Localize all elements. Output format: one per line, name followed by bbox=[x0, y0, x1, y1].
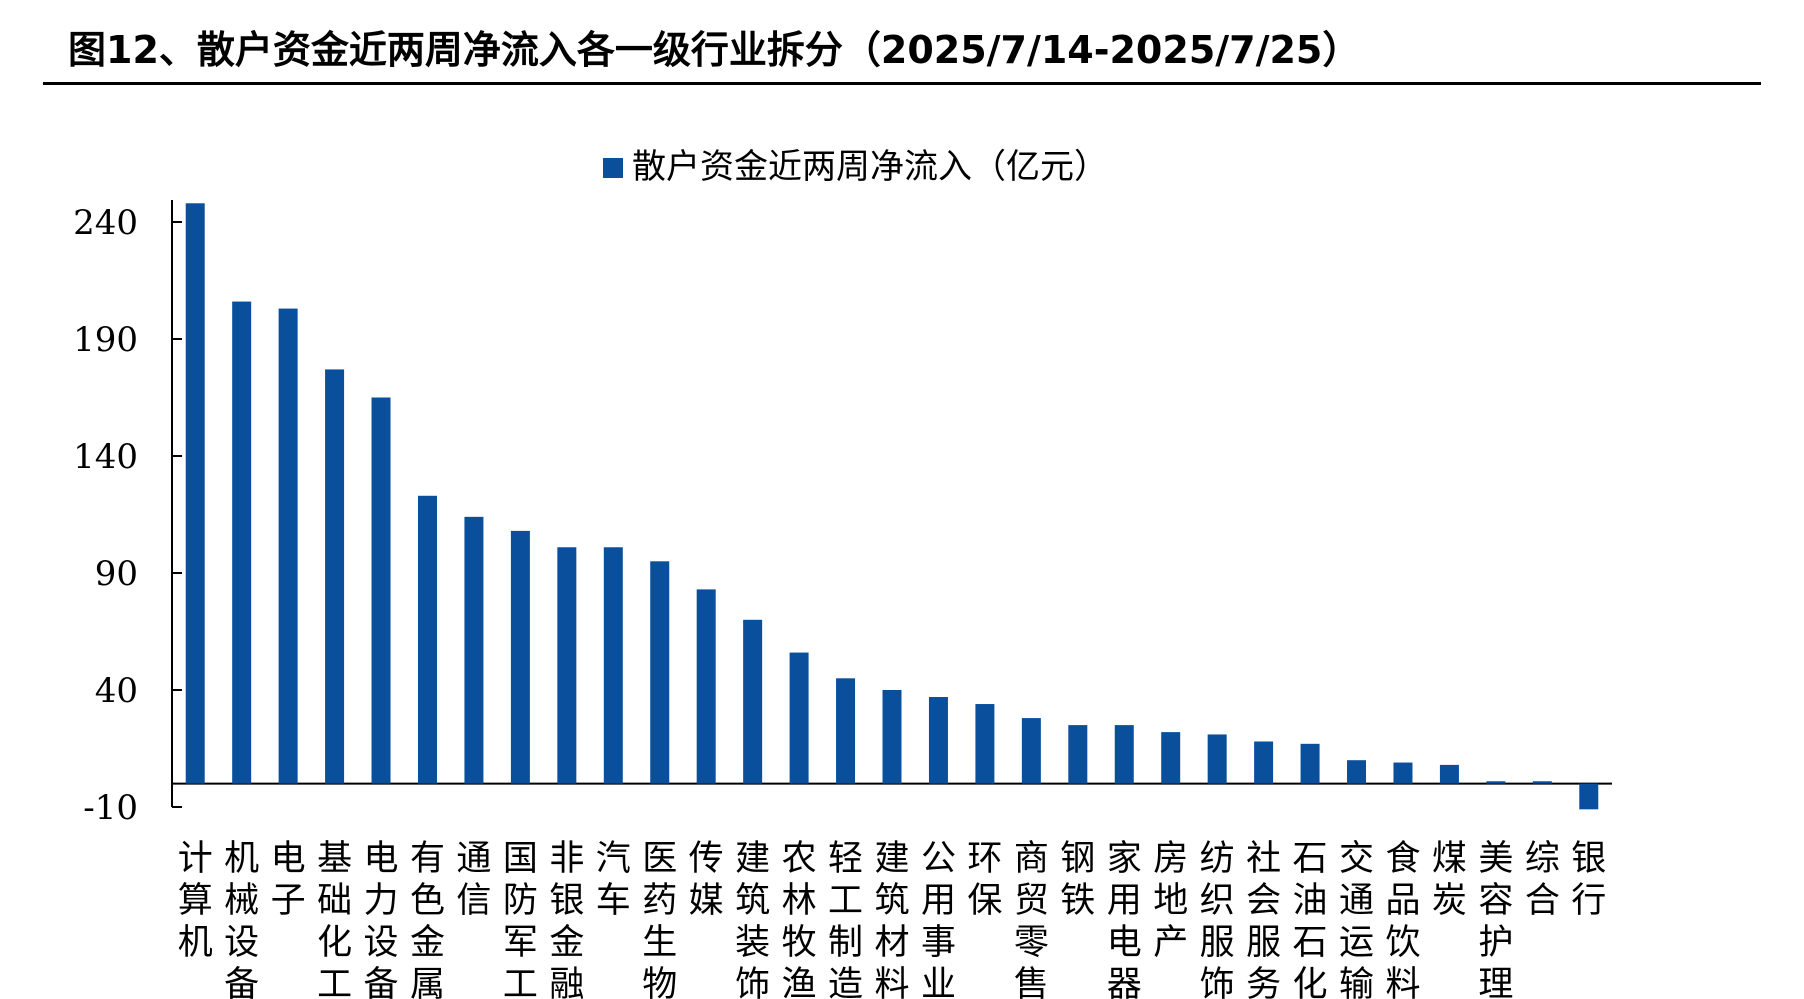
y-tick-label: -10 bbox=[83, 788, 138, 828]
bar-6 bbox=[417, 495, 437, 784]
bar-30 bbox=[1532, 781, 1552, 784]
bar-9 bbox=[557, 547, 577, 784]
figure-title: 图12、散户资金近两周净流入各一级行业拆分（2025/7/14-2025/7/2… bbox=[68, 28, 1361, 72]
bar-14 bbox=[789, 652, 809, 784]
bar-19 bbox=[1021, 718, 1041, 784]
chart-legend: 散户资金近两周净流入（亿元） bbox=[603, 147, 1108, 187]
x-tick-label: 轻工制造 bbox=[828, 839, 863, 999]
x-tick-label: 计算机 bbox=[178, 839, 213, 963]
y-axis-ticks: 240 190 140 90 40 -10 bbox=[73, 203, 182, 828]
x-tick-label: 钢铁 bbox=[1060, 839, 1095, 921]
bar-28 bbox=[1439, 764, 1459, 784]
x-tick-label: 商贸零售 bbox=[1014, 839, 1049, 999]
x-tick-label: 美容护理 bbox=[1478, 839, 1513, 999]
bar-11 bbox=[650, 561, 670, 784]
bar-24 bbox=[1254, 741, 1274, 784]
bar-16 bbox=[882, 690, 902, 784]
x-tick-label: 有色金属 bbox=[410, 839, 445, 999]
x-tick-label: 环保 bbox=[967, 839, 1002, 921]
x-tick-label: 基础化工 bbox=[317, 839, 352, 999]
y-tick-label: 190 bbox=[73, 320, 138, 360]
x-tick-label: 建筑装饰 bbox=[735, 839, 770, 999]
title-divider bbox=[43, 82, 1761, 85]
x-tick-label: 通信 bbox=[456, 839, 491, 921]
bar-5 bbox=[371, 397, 391, 784]
bar-3 bbox=[278, 308, 298, 784]
x-tick-label: 纺织服饰 bbox=[1200, 839, 1235, 999]
legend-label: 散户资金近两周净流入（亿元） bbox=[632, 147, 1108, 187]
bar-2 bbox=[232, 301, 252, 784]
bar-7 bbox=[464, 516, 484, 784]
bar-29 bbox=[1486, 781, 1506, 784]
x-tick-label: 社会服务 bbox=[1246, 839, 1281, 999]
y-tick-label: 140 bbox=[73, 437, 138, 477]
x-axis-labels: 计算机机械设备电子基础化工电力设备有色金属通信国防军工非银金融汽车医药生物传媒建… bbox=[178, 839, 1607, 999]
x-tick-label: 房地产 bbox=[1153, 839, 1188, 963]
bar-13 bbox=[743, 619, 763, 784]
x-tick-label: 煤炭 bbox=[1432, 839, 1467, 921]
x-tick-label: 交通运输 bbox=[1339, 839, 1374, 999]
x-tick-label: 家用电器 bbox=[1107, 839, 1142, 999]
x-tick-label: 建筑材料 bbox=[874, 839, 909, 999]
bar-20 bbox=[1068, 725, 1088, 784]
x-tick-label: 公用事业 bbox=[921, 839, 956, 999]
bar-22 bbox=[1161, 732, 1181, 784]
x-tick-label: 机械设备 bbox=[224, 839, 259, 999]
bar-1 bbox=[185, 203, 205, 784]
bar-18 bbox=[975, 704, 995, 784]
bar-27 bbox=[1393, 762, 1413, 784]
bar-15 bbox=[836, 678, 856, 784]
bar-26 bbox=[1347, 760, 1367, 784]
y-tick-label: 240 bbox=[73, 203, 138, 243]
x-tick-label: 农林牧渔 bbox=[782, 839, 817, 999]
x-tick-label: 国防军工 bbox=[503, 839, 538, 999]
y-tick-label: 90 bbox=[95, 554, 138, 594]
x-tick-label: 石油石化 bbox=[1293, 839, 1328, 999]
bar-21 bbox=[1114, 725, 1134, 784]
y-tick-label: 40 bbox=[95, 671, 138, 711]
legend-swatch bbox=[603, 158, 623, 178]
bar-8 bbox=[510, 530, 530, 784]
bar-23 bbox=[1207, 734, 1227, 784]
bar-4 bbox=[325, 369, 345, 784]
bars bbox=[185, 203, 1599, 810]
x-tick-label: 医药生物 bbox=[642, 839, 677, 999]
x-tick-label: 食品饮料 bbox=[1385, 839, 1420, 999]
x-tick-label: 传媒 bbox=[689, 839, 724, 921]
x-tick-label: 银行 bbox=[1571, 839, 1606, 921]
bar-17 bbox=[928, 697, 948, 784]
x-tick-label: 电子 bbox=[271, 839, 306, 921]
x-tick-label: 汽车 bbox=[596, 839, 631, 921]
x-tick-label: 非银金融 bbox=[549, 839, 584, 999]
x-tick-label: 电力设备 bbox=[364, 839, 399, 999]
x-tick-label: 综合 bbox=[1525, 839, 1560, 921]
bar-25 bbox=[1300, 743, 1320, 784]
bar-31 bbox=[1579, 783, 1599, 810]
bar-10 bbox=[603, 547, 623, 784]
bar-12 bbox=[696, 589, 716, 784]
